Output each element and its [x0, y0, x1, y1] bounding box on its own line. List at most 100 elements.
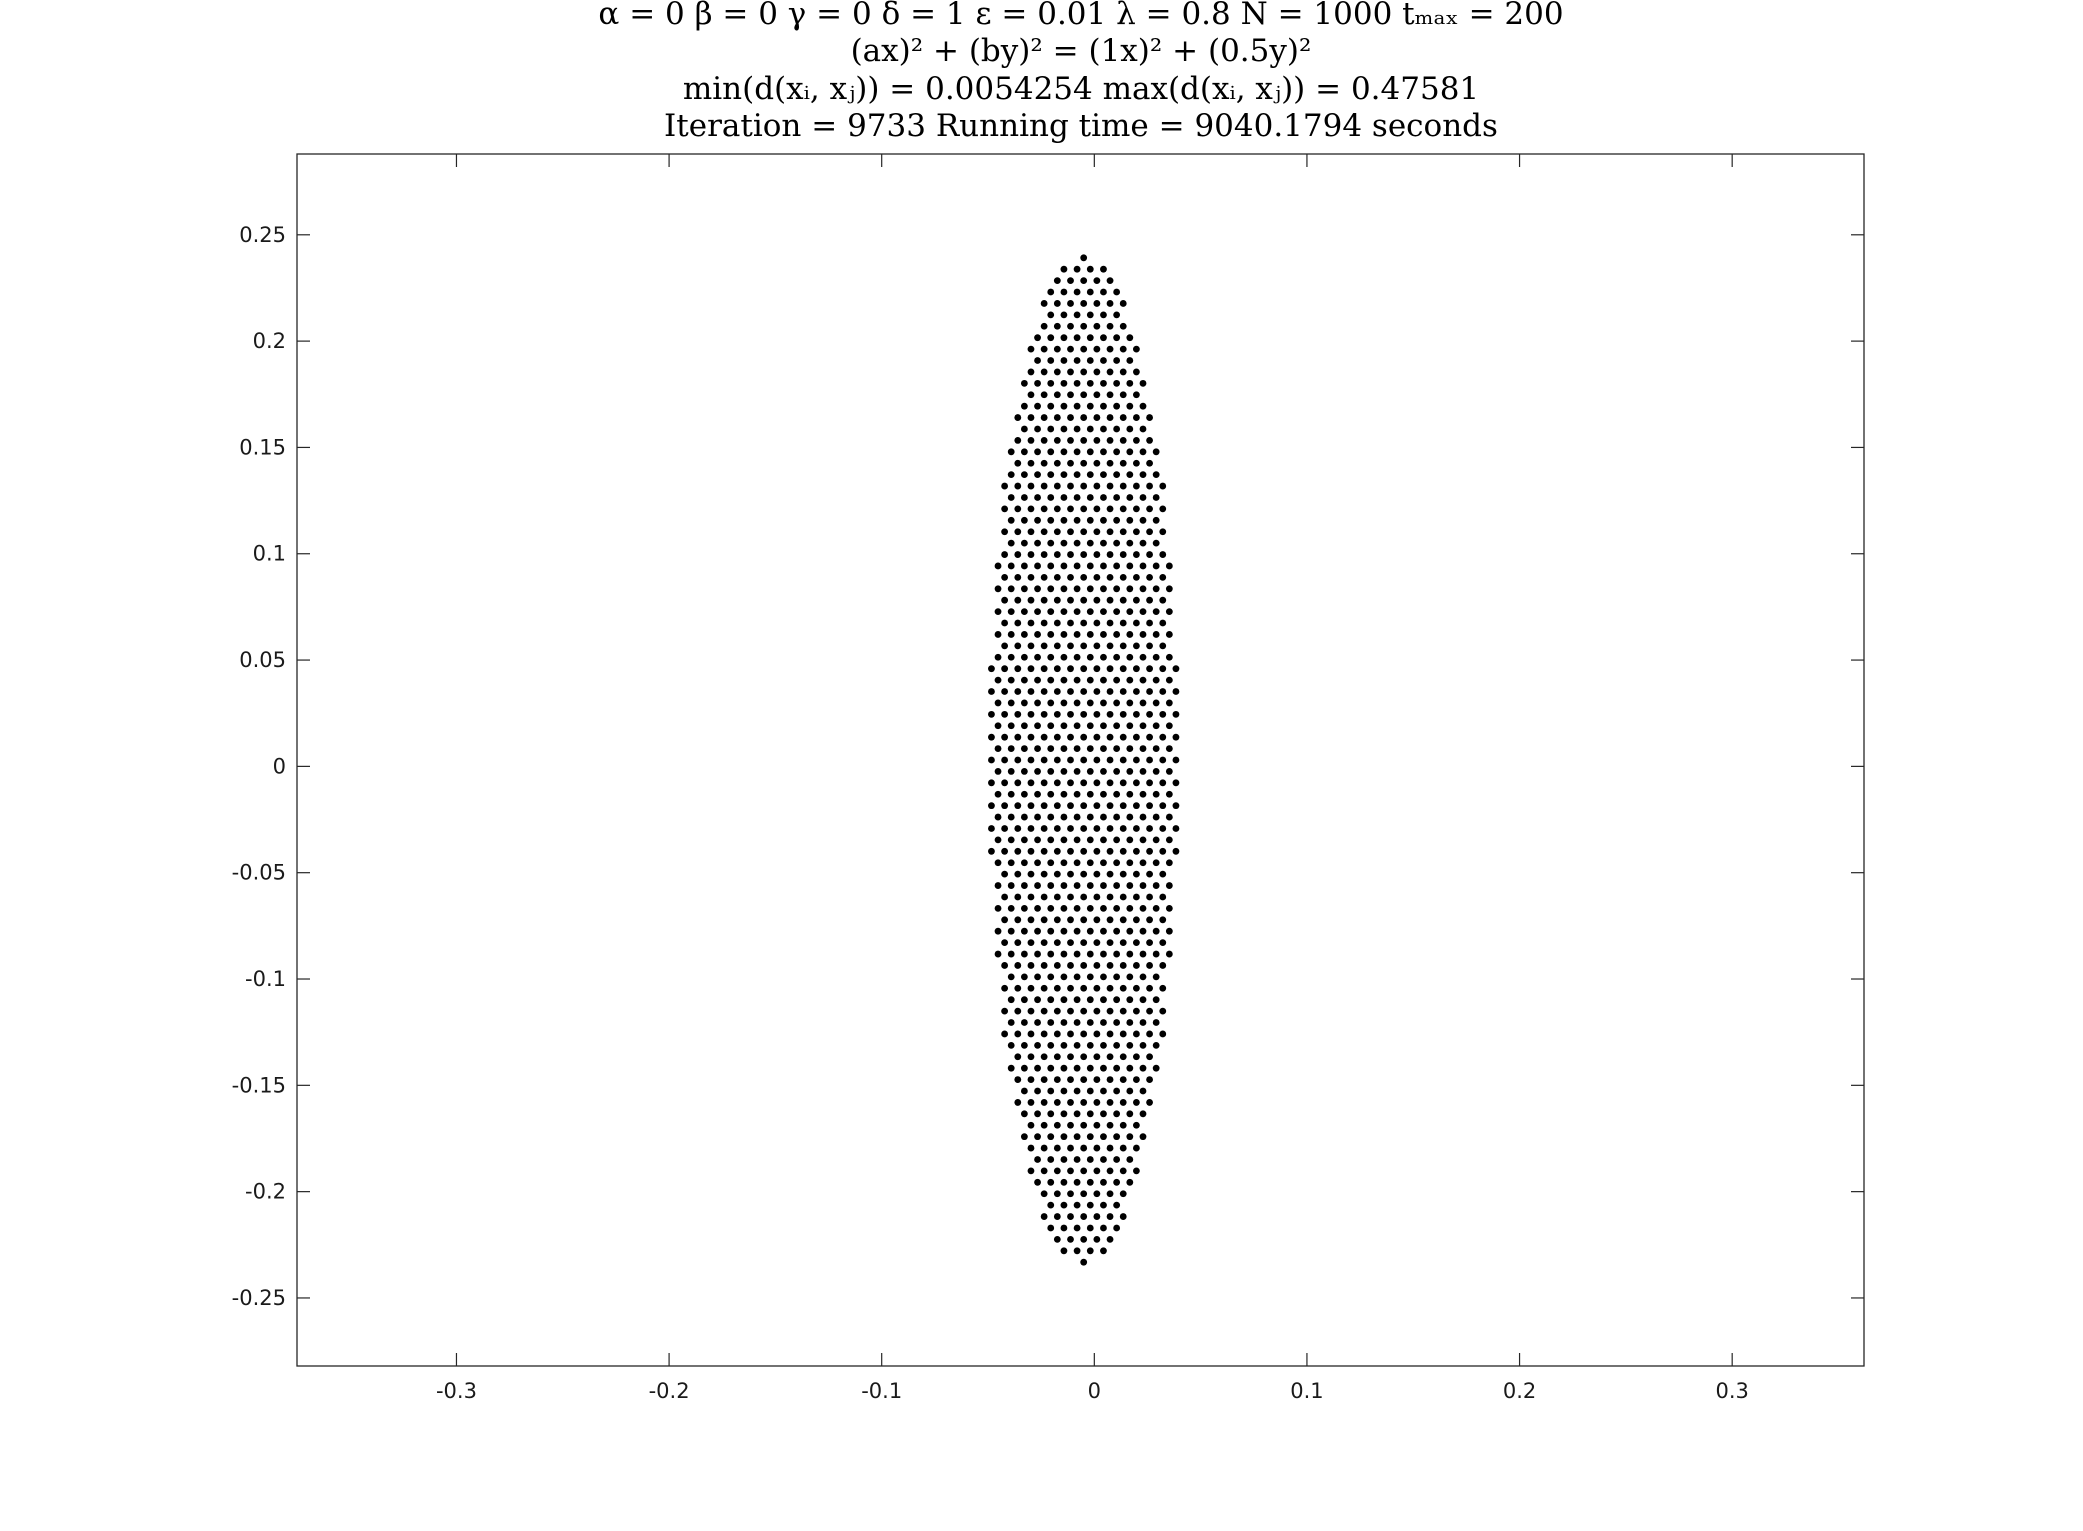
scatter-point [1139, 699, 1147, 707]
scatter-point [1113, 790, 1121, 798]
scatter-point [1113, 813, 1121, 821]
scatter-point [1100, 973, 1107, 981]
scatter-point [1034, 904, 1041, 912]
scatter-point [1040, 1053, 1048, 1061]
scatter-point [1119, 414, 1127, 421]
scatter-point [1159, 573, 1167, 581]
scatter-point [1093, 619, 1101, 627]
scatter-point [1106, 391, 1114, 399]
scatter-point [1093, 368, 1101, 376]
scatter-point [1073, 265, 1081, 273]
scatter-point [1007, 722, 1015, 730]
scatter-point [1040, 1213, 1048, 1220]
scatter-point [1027, 870, 1035, 878]
scatter-point [1086, 973, 1094, 981]
scatter-point [1073, 1064, 1081, 1072]
scatter-point [1080, 1258, 1088, 1266]
scatter-point [1113, 950, 1121, 958]
scatter-point [1073, 1224, 1081, 1232]
scatter-point [1146, 665, 1153, 673]
scatter-point [1106, 779, 1114, 787]
scatter-point [1020, 539, 1028, 547]
scatter-point [1080, 710, 1088, 718]
scatter-point [1146, 870, 1153, 878]
scatter-point [1093, 984, 1101, 992]
scatter-point [1053, 665, 1061, 673]
scatter-point [1100, 813, 1107, 821]
scatter-point [1146, 1007, 1153, 1015]
scatter-point [1014, 459, 1022, 467]
scatter-point [1001, 505, 1009, 513]
scatter-point [1139, 631, 1147, 638]
scatter-point [1060, 357, 1068, 364]
scatter-point [1014, 733, 1022, 741]
scatter-point [1139, 539, 1147, 547]
scatter-point [1113, 357, 1121, 364]
scatter-point [1053, 300, 1061, 307]
scatter-point [1106, 322, 1114, 330]
scatter-point [1053, 322, 1061, 330]
scatter-point [1001, 893, 1009, 901]
scatter-point [1113, 334, 1121, 342]
scatter-point [1113, 448, 1121, 456]
scatter-point [1007, 768, 1015, 775]
scatter-point [1053, 505, 1061, 513]
scatter-point [1165, 768, 1173, 775]
scatter-point [1119, 710, 1127, 718]
scatter-point [1014, 1099, 1022, 1106]
scatter-point [1093, 893, 1101, 901]
scatter-point [1053, 939, 1061, 947]
scatter-point [1165, 927, 1173, 935]
scatter-point [1086, 950, 1094, 958]
scatter-point [1126, 539, 1134, 547]
scatter-point [1165, 653, 1173, 661]
scatter-point [1100, 311, 1107, 319]
scatter-point [1067, 1213, 1074, 1220]
scatter-point [1027, 665, 1035, 673]
scatter-point [1014, 482, 1022, 490]
scatter-point [1007, 539, 1015, 547]
scatter-point [1034, 813, 1041, 821]
scatter-point [1001, 962, 1009, 969]
scatter-point [1080, 1030, 1088, 1038]
scatter-point [1080, 459, 1088, 467]
scatter-point [1159, 893, 1167, 901]
scatter-point [1007, 996, 1015, 1004]
scatter-point [1073, 973, 1081, 981]
scatter-point [1113, 927, 1121, 935]
scatter-point [1020, 904, 1028, 912]
scatter-point [1067, 414, 1074, 421]
scatter-point [1053, 710, 1061, 718]
scatter-point [1126, 1087, 1134, 1095]
scatter-point [1100, 265, 1107, 273]
scatter-point [1133, 1144, 1140, 1152]
scatter-point [1113, 516, 1121, 524]
title-line-2: (ax)² + (by)² = (1x)² + (0.5y)² [851, 33, 1312, 69]
scatter-point [1106, 551, 1114, 558]
scatter-point [1073, 425, 1081, 433]
scatter-point [1093, 962, 1101, 969]
scatter-point [1126, 904, 1134, 912]
scatter-point [1067, 870, 1074, 878]
scatter-point [1080, 939, 1088, 947]
scatter-point [1146, 459, 1153, 467]
scatter-point [1100, 1178, 1107, 1186]
scatter-point [1020, 676, 1028, 684]
scatter-point [994, 813, 1002, 821]
scatter-point [1165, 745, 1173, 752]
scatter-point [1040, 551, 1048, 558]
scatter-point [1100, 402, 1107, 410]
scatter-point [1067, 847, 1074, 855]
scatter-point [1093, 1053, 1101, 1061]
scatter-point [1086, 471, 1094, 479]
scatter-point [1080, 1099, 1088, 1106]
scatter-point [1007, 1019, 1015, 1026]
scatter-point [1133, 939, 1140, 947]
scatter-point [1067, 1030, 1074, 1038]
scatter-point [1053, 733, 1061, 741]
scatter-point [1093, 870, 1101, 878]
scatter-point [1113, 973, 1121, 981]
scatter-point [1152, 904, 1160, 912]
scatter-point [1060, 1178, 1068, 1186]
scatter-point [1080, 1053, 1088, 1061]
